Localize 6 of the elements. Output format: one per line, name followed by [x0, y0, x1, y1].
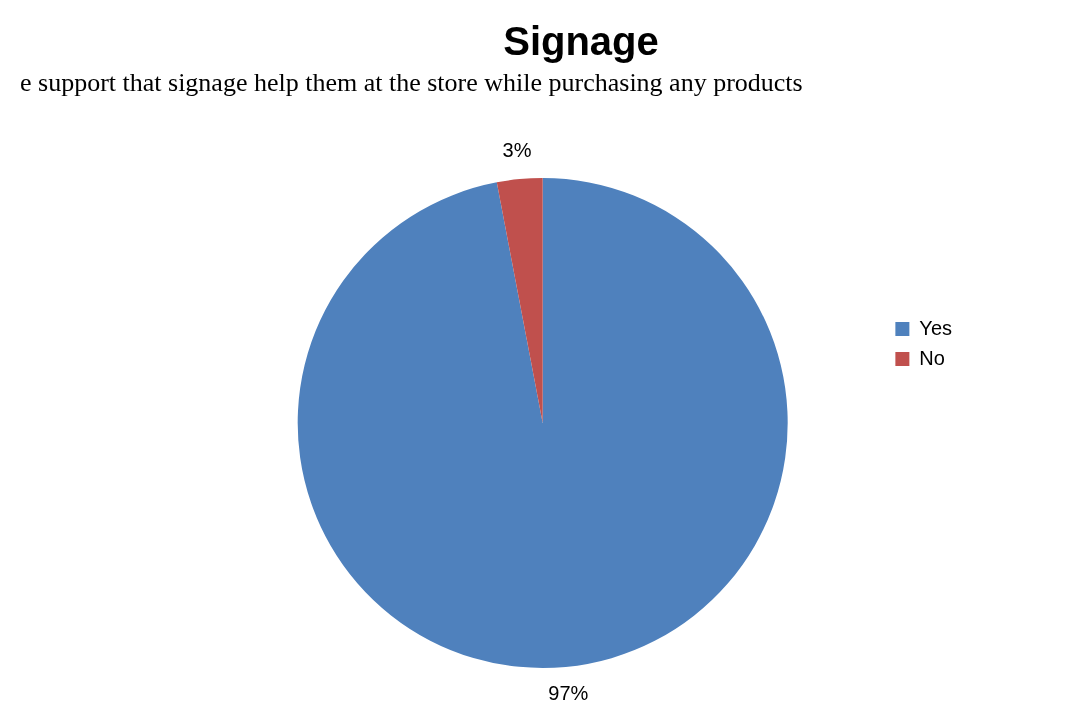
- chart-title: Signage: [503, 19, 659, 64]
- data-label: 3%: [502, 138, 532, 161]
- legend-label: Yes: [919, 316, 953, 339]
- legend-label: No: [919, 346, 945, 369]
- text: e support that signage help them at the store while purchasing any products: [20, 68, 804, 98]
- data-label: 97%: [548, 682, 589, 705]
